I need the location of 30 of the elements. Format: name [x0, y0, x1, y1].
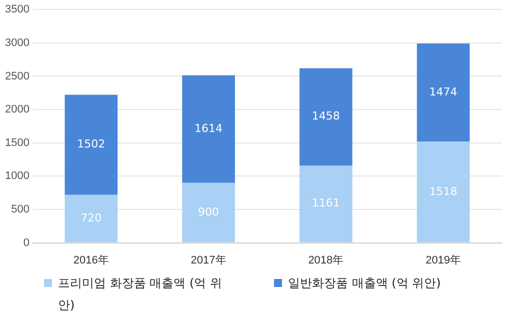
data-label: 1502 [77, 138, 106, 151]
legend-label: 프리미엄 화장품 매출액 (억 위안) [58, 275, 223, 314]
y-tick-label: 1000 [4, 170, 30, 182]
data-label: 1161 [312, 196, 340, 210]
y-tick-label: 2500 [4, 70, 30, 82]
x-tick-label: 2017年 [190, 254, 226, 266]
bar [64, 194, 118, 242]
x-tick-label: 2019年 [426, 254, 462, 266]
y-tick-label: 500 [11, 204, 30, 216]
y-tick-label: 3000 [4, 36, 30, 49]
bar [416, 142, 470, 242]
y-tick-label: 2000 [4, 104, 30, 116]
data-label: 1518 [429, 184, 458, 198]
bar [300, 165, 352, 242]
bar [416, 43, 470, 142]
bar [64, 94, 118, 195]
data-label: 1614 [194, 122, 223, 135]
legend-label: 일반화장품 매출액 (억 위안) [288, 275, 441, 292]
x-tick-label: 2016年 [73, 254, 109, 266]
data-label: 1474 [429, 85, 458, 98]
y-tick-label: 0 [23, 236, 30, 249]
bar [300, 68, 352, 166]
data-label: 720 [80, 211, 102, 224]
x-tick-label: 2018年 [308, 254, 344, 266]
data-label: 900 [198, 205, 220, 218]
bar [182, 182, 235, 242]
y-tick-label: 3500 [4, 4, 30, 16]
data-label: 1458 [312, 110, 340, 123]
y-tick-label: 1500 [4, 136, 30, 149]
bar [182, 75, 235, 183]
